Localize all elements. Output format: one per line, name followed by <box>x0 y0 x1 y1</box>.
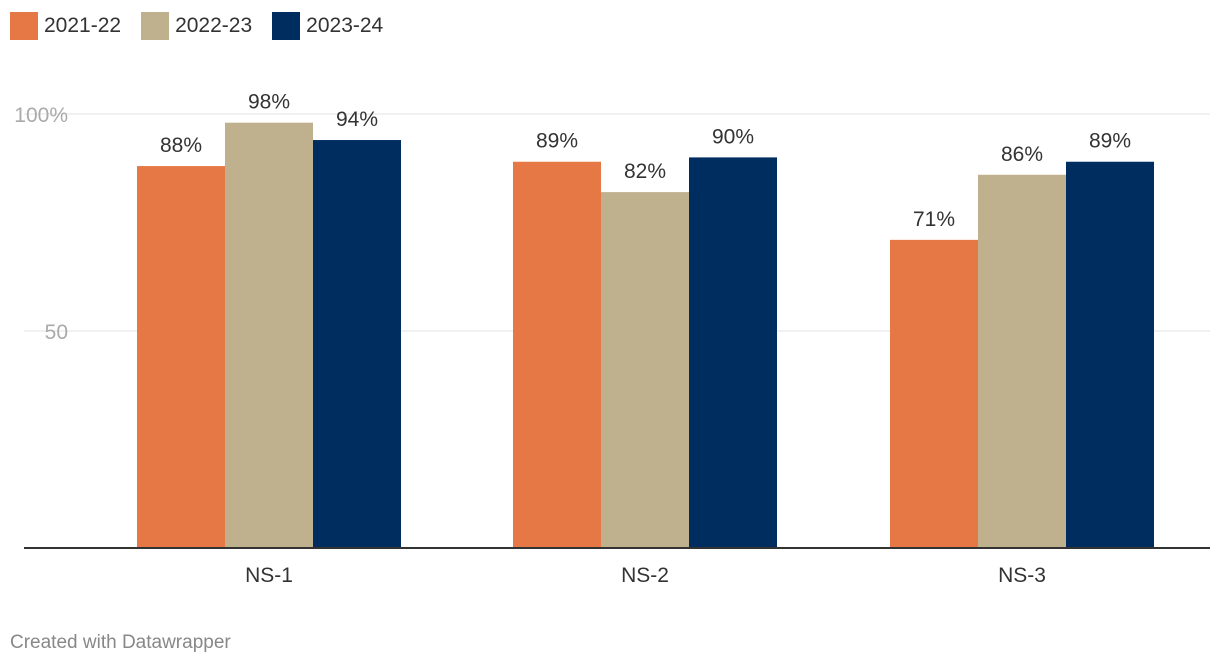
data-label-ns-3-2021-22: 71% <box>913 208 955 231</box>
footer-credit: Created with Datawrapper <box>10 632 231 653</box>
legend: 2021-22 2022-23 2023-24 <box>10 12 383 40</box>
bar-chart: 50 100% 88% 98% 94% NS-1 89% 82% 90% NS-2 71% 86% 89… <box>14 91 1210 587</box>
data-label-ns-1-2022-23: 98% <box>248 91 290 114</box>
bar-ns-3-2021-22 <box>890 239 978 549</box>
data-label-ns-3-2023-24: 89% <box>1089 130 1131 153</box>
data-label-ns-2-2022-23: 82% <box>624 160 666 183</box>
data-label-ns-2-2021-22: 89% <box>536 130 578 153</box>
bar-ns-2-2022-23 <box>601 192 689 548</box>
x-tick-label-ns-2: NS-2 <box>621 564 669 587</box>
data-label-ns-3-2022-23: 86% <box>1001 143 1043 166</box>
bar-ns-3-2022-23 <box>978 174 1066 548</box>
data-label-ns-1-2023-24: 94% <box>336 108 378 131</box>
x-tick-label-ns-1: NS-1 <box>245 564 293 587</box>
legend-swatch-2022-23 <box>141 12 170 40</box>
legend-label-2023-24: 2023-24 <box>306 14 384 37</box>
legend-swatch-2021-22 <box>10 12 38 40</box>
y-tick-label-50: 50 <box>45 321 68 344</box>
legend-item-2023-24: 2023-24 <box>272 12 383 40</box>
bar-ns-2-2021-22 <box>513 161 601 549</box>
bar-ns-1-2022-23 <box>225 122 313 549</box>
legend-item-2022-23: 2022-23 <box>141 12 252 40</box>
data-label-ns-1-2021-22: 88% <box>160 134 202 157</box>
legend-swatch-2023-24 <box>272 12 301 40</box>
data-label-ns-2-2023-24: 90% <box>712 125 754 148</box>
legend-label-2022-23: 2022-23 <box>175 14 253 37</box>
bar-ns-3-2023-24 <box>1066 161 1154 549</box>
x-tick-label-ns-3: NS-3 <box>998 564 1046 587</box>
bar-ns-2-2023-24 <box>689 157 777 548</box>
bar-ns-1-2023-24 <box>313 140 401 549</box>
legend-item-2021-22: 2021-22 <box>10 12 121 40</box>
bar-ns-1-2021-22 <box>137 166 225 548</box>
legend-label-2021-22: 2021-22 <box>44 14 122 37</box>
y-tick-label-100: 100% <box>14 104 68 127</box>
